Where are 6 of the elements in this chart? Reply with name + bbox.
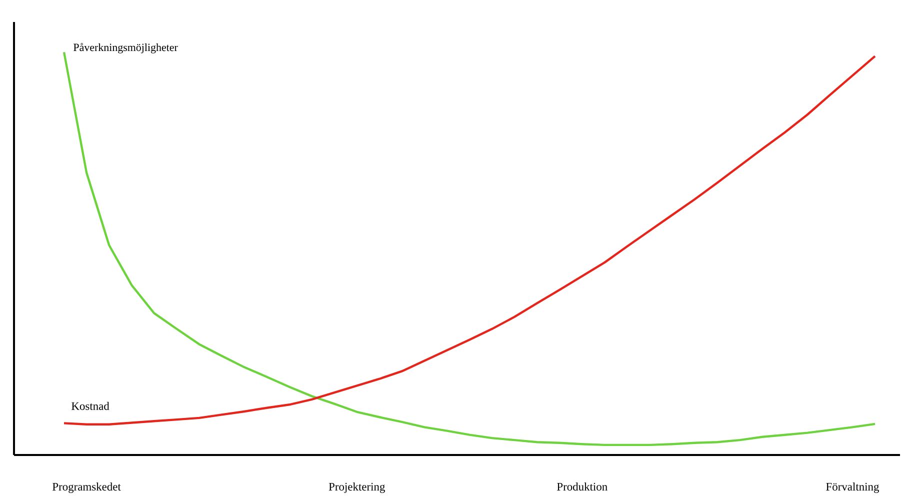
x-tick-label: Projektering <box>328 482 385 493</box>
series-label: Kostnad <box>72 402 110 410</box>
x-tick-label: Produktion <box>557 482 608 491</box>
x-tick-label: Programskedet <box>52 482 121 493</box>
series-label: Påverkningsmöjligheter <box>74 43 178 54</box>
x-tick-label: Förvaltning <box>826 482 880 493</box>
